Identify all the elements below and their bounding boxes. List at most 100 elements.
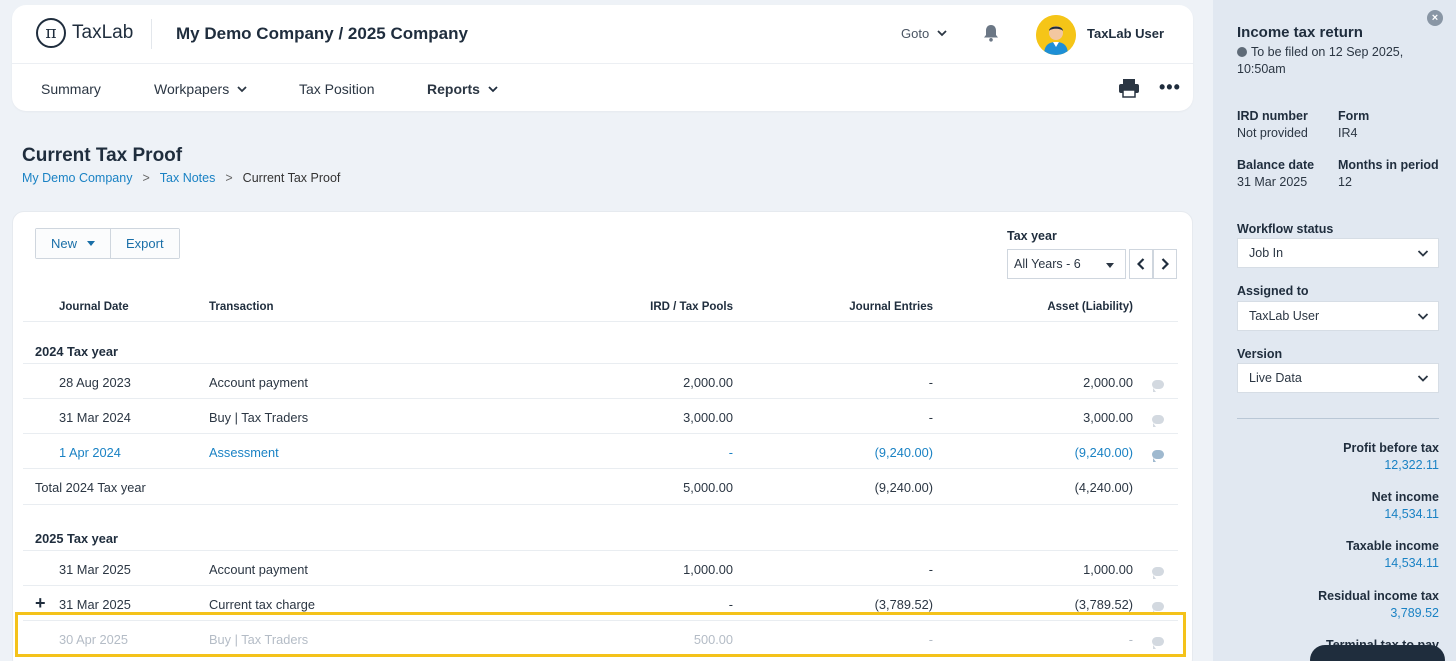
help-button[interactable] (1310, 645, 1445, 661)
new-button-label: New (51, 236, 78, 251)
comment-icon[interactable] (1152, 412, 1164, 427)
row-asset: - (1128, 632, 1133, 647)
taxable-income-label: Taxable income (1346, 539, 1439, 553)
row-ird: 1,000.00 (683, 562, 733, 577)
row-date: 30 Apr 2025 (59, 632, 129, 647)
months-value: 12 (1338, 175, 1352, 189)
balance-date-value: 31 Mar 2025 (1237, 175, 1308, 189)
user-avatar-icon (1036, 15, 1076, 55)
row-date: 31 Mar 2025 (59, 597, 131, 612)
expand-plus-icon[interactable]: + (35, 593, 46, 613)
group-header: 2024 Tax year (23, 322, 1178, 364)
form-label: Form (1338, 109, 1370, 123)
ird-number-label: IRD number (1237, 109, 1308, 123)
goto-dropdown[interactable]: Goto (901, 26, 947, 41)
next-year-button[interactable] (1153, 249, 1177, 279)
residual-income-tax-label: Residual income tax (1318, 589, 1439, 603)
profit-before-tax-value[interactable]: 12,322.11 (1384, 458, 1439, 472)
tax-year-label: Tax year (1007, 229, 1057, 243)
comment-icon[interactable] (1152, 447, 1164, 462)
months-label: Months in period (1338, 158, 1439, 172)
row-transaction: Buy | Tax Traders (209, 632, 309, 647)
chevron-down-icon (237, 85, 247, 92)
avatar[interactable] (1036, 15, 1076, 55)
caret-down-icon (87, 241, 96, 246)
main-area: π TaxLab My Demo Company / 2025 Company … (12, 5, 1193, 661)
nav-summary-label: Summary (41, 81, 101, 97)
printer-icon[interactable] (1118, 78, 1140, 98)
row-asset[interactable]: (9,240.00) (1074, 445, 1133, 460)
username[interactable]: TaxLab User (1087, 26, 1165, 41)
nav-tax-position[interactable]: Tax Position (299, 81, 374, 97)
export-button[interactable]: Export (110, 229, 179, 258)
col-transaction[interactable]: Transaction (209, 301, 274, 313)
table-row[interactable]: 28 Aug 2023 Account payment 2,000.00 - 2… (23, 364, 1178, 399)
caret-down-icon (1106, 263, 1114, 268)
page-title: Current Tax Proof (22, 145, 183, 166)
version-select[interactable]: Live Data (1237, 363, 1439, 393)
breadcrumb-company[interactable]: My Demo Company (22, 171, 133, 185)
main-nav: Summary Workpapers Tax Position Reports … (12, 65, 1193, 111)
net-income-value[interactable]: 14,534.11 (1384, 507, 1439, 521)
comment-icon[interactable] (1152, 634, 1164, 649)
breadcrumb-separator: > (142, 171, 150, 185)
row-ird: 2,000.00 (683, 375, 733, 390)
row-transaction: Account payment (209, 562, 308, 577)
row-date: 31 Mar 2024 (59, 410, 131, 425)
bell-icon[interactable] (981, 23, 1001, 43)
nav-reports-label: Reports (427, 81, 480, 97)
action-buttons: New Export (35, 228, 180, 259)
divider (1237, 418, 1439, 419)
logo[interactable]: π TaxLab (36, 18, 133, 48)
nav-reports[interactable]: Reports (427, 81, 498, 97)
residual-income-tax-value[interactable]: 3,789.52 (1390, 606, 1439, 620)
col-journal-entries[interactable]: Journal Entries (849, 301, 933, 313)
profit-before-tax-label: Profit before tax (1343, 441, 1439, 455)
row-je[interactable]: (9,240.00) (874, 445, 933, 460)
row-je: - (928, 562, 933, 577)
total-label: Total 2024 Tax year (35, 480, 146, 495)
tax-year-select[interactable]: All Years - 6 (1007, 249, 1126, 279)
logo-text: TaxLab (72, 22, 134, 43)
clock-icon (1237, 47, 1247, 57)
row-je: (3,789.52) (874, 597, 933, 612)
taxable-income-value[interactable]: 14,534.11 (1384, 556, 1439, 570)
table-row[interactable]: 30 Apr 2025 Buy | Tax Traders 500.00 - - (23, 621, 1178, 656)
nav-workpapers[interactable]: Workpapers (154, 81, 247, 97)
total-asset: (4,240.00) (1074, 480, 1133, 495)
comment-icon[interactable] (1152, 599, 1164, 614)
row-ird: - (728, 597, 733, 612)
assigned-to-value: TaxLab User (1249, 309, 1320, 323)
new-button[interactable]: New (36, 229, 111, 258)
col-journal-date[interactable]: Journal Date (59, 301, 129, 313)
app-header: π TaxLab My Demo Company / 2025 Company … (12, 5, 1193, 111)
comment-icon[interactable] (1152, 564, 1164, 579)
row-transaction: Buy | Tax Traders (209, 410, 309, 425)
chevron-down-icon (488, 85, 498, 92)
col-asset-liability[interactable]: Asset (Liability) (1047, 301, 1133, 313)
version-value: Live Data (1249, 371, 1302, 385)
table-row[interactable]: + 31 Mar 2025 Current tax charge - (3,78… (23, 586, 1178, 621)
comment-icon[interactable] (1152, 377, 1164, 392)
row-date[interactable]: 1 Apr 2024 (59, 445, 121, 460)
breadcrumb-tax-notes[interactable]: Tax Notes (159, 171, 216, 185)
row-transaction[interactable]: Assessment (209, 445, 279, 460)
ird-number-value: Not provided (1237, 126, 1308, 140)
row-ird: 3,000.00 (683, 410, 733, 425)
workflow-status-select[interactable]: Job In (1237, 238, 1439, 268)
company-title: My Demo Company / 2025 Company (176, 24, 468, 43)
prev-year-button[interactable] (1129, 249, 1153, 279)
income-tax-return-panel: × Income tax return To be filed on 12 Se… (1213, 0, 1456, 661)
assigned-to-select[interactable]: TaxLab User (1237, 301, 1439, 331)
export-button-label: Export (126, 236, 164, 251)
more-options-icon[interactable]: ••• (1159, 77, 1181, 97)
table-row[interactable]: 31 Mar 2024 Buy | Tax Traders 3,000.00 -… (23, 399, 1178, 434)
table-row[interactable]: 31 Mar 2025 Account payment 1,000.00 - 1… (23, 551, 1178, 586)
table-header: Journal Date Transaction IRD / Tax Pools… (23, 292, 1178, 322)
nav-summary[interactable]: Summary (41, 81, 101, 97)
table-row[interactable]: 1 Apr 2024 Assessment - (9,240.00) (9,24… (23, 434, 1178, 469)
chevron-down-icon (1417, 250, 1429, 257)
close-icon[interactable]: × (1427, 10, 1443, 26)
col-ird-tax-pools[interactable]: IRD / Tax Pools (650, 301, 733, 313)
tax-year-value: All Years - 6 (1014, 257, 1081, 271)
